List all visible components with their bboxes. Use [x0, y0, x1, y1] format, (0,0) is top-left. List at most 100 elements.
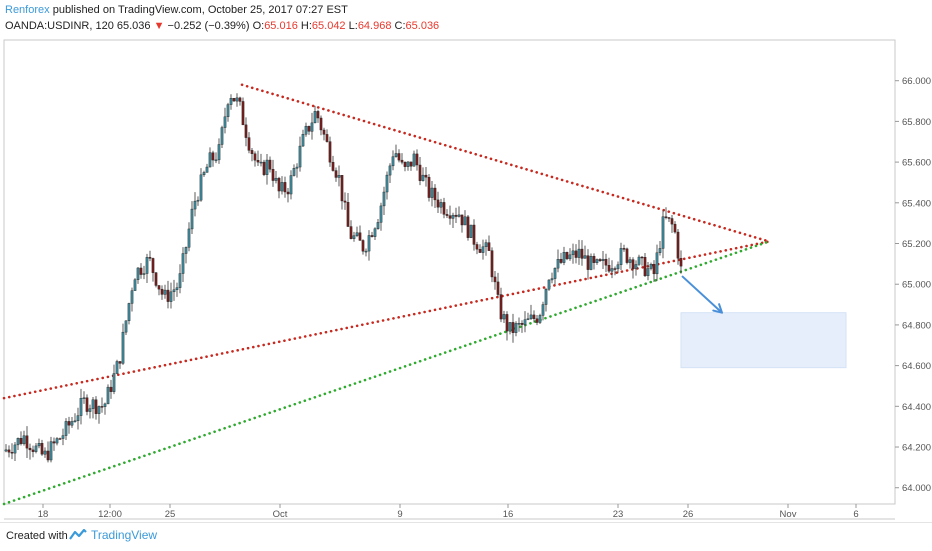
candle-body [274, 177, 278, 181]
candle-body [616, 264, 620, 270]
candle-body [226, 104, 230, 118]
candle-body [610, 268, 614, 272]
candle-body [364, 250, 368, 253]
candle-body [649, 264, 653, 269]
candle-body [208, 152, 212, 168]
tradingview-brand[interactable]: TradingView [69, 528, 157, 542]
open-label: O: [252, 20, 265, 32]
candle-body [358, 232, 362, 241]
y-tick-label: 65.600 [902, 158, 931, 169]
candle-body [385, 174, 389, 193]
candle-body [22, 435, 26, 445]
candle-body [88, 408, 92, 412]
candle-body [103, 403, 107, 407]
y-tick-label: 65.800 [902, 117, 931, 128]
candle-body [295, 166, 299, 169]
candle-body [631, 259, 635, 270]
symbol-name: OANDA:USDINR, 120 [5, 20, 114, 32]
candle-body [100, 406, 104, 408]
candle-body [403, 162, 407, 167]
candle-body [37, 443, 41, 447]
x-tick-label: 18 [38, 509, 49, 520]
candle-body [340, 175, 344, 202]
candle-body [673, 223, 677, 233]
candle-body [250, 150, 254, 154]
candle-body [67, 421, 71, 426]
candle-body [82, 397, 86, 399]
published-text: published on TradingView.com, October 25… [52, 4, 348, 16]
candle-body [550, 278, 554, 281]
candle-body [370, 235, 374, 237]
candle-body [598, 259, 602, 262]
candle-body [661, 216, 665, 249]
candle-body [544, 288, 548, 305]
candle-body [487, 242, 491, 251]
candle-body [541, 304, 545, 316]
candle-body [34, 445, 38, 452]
candle-body [484, 242, 488, 248]
candle-body [85, 397, 89, 412]
candle-body [652, 264, 656, 275]
candle-body [397, 153, 401, 161]
candle-body [505, 314, 509, 332]
candle-body [481, 246, 485, 253]
candle-body [61, 435, 65, 439]
candle-body [373, 228, 377, 237]
candle-body [52, 441, 56, 444]
candle-body [382, 191, 386, 207]
y-tick-label: 66.000 [902, 76, 931, 87]
trendline-lower [2, 240, 771, 506]
tradingview-brand-label: TradingView [91, 528, 158, 542]
candle-body [223, 116, 227, 128]
chart-area[interactable]: 64.000 64.200 64.400 64.600 64.800 65.000 65.2… [0, 37, 932, 522]
candle-body [367, 235, 371, 252]
candle-body [421, 174, 425, 181]
candle-body [391, 156, 395, 167]
candle-body [139, 267, 143, 275]
candle-body [343, 200, 347, 203]
candle-body [355, 232, 359, 236]
candle-body [676, 231, 680, 259]
candle-body [439, 202, 443, 208]
candle-body [337, 175, 341, 178]
candle-body [394, 153, 398, 157]
candle-body [7, 449, 11, 453]
candle-body [205, 166, 209, 173]
candle-body [13, 444, 17, 454]
low-label: L: [348, 20, 358, 32]
price-chart[interactable]: 64.000 64.200 64.400 64.600 64.800 65.000 65.2… [0, 37, 932, 522]
candle-body [58, 438, 62, 440]
candle-body [562, 252, 566, 263]
high-value: 65.042 [311, 20, 346, 32]
candle-body [517, 323, 521, 325]
arrow-head-icon [712, 303, 723, 314]
candle-body [217, 144, 221, 161]
candle-body [121, 331, 125, 364]
candle-body [172, 289, 176, 293]
candle-body [376, 222, 380, 229]
author-link[interactable]: Renforex [5, 4, 50, 16]
candle-body [553, 267, 557, 279]
candle-body [670, 218, 674, 225]
y-tick-label: 64.800 [902, 320, 931, 331]
candle-body [91, 399, 95, 409]
candle-body [424, 174, 428, 178]
candle-body [256, 160, 260, 163]
down-arrow-icon: ▼ [153, 20, 165, 32]
tradingview-logo-icon [69, 529, 87, 540]
candle-body [622, 248, 626, 250]
candle-body [643, 257, 647, 277]
candle-body [346, 202, 350, 227]
candle-body [145, 257, 149, 274]
y-tick-label: 65.000 [902, 280, 931, 291]
candle-body [466, 216, 470, 238]
candle-body [577, 248, 581, 258]
candle-body [547, 279, 551, 290]
candle-body [109, 386, 113, 392]
candle-body [538, 315, 542, 323]
candle-body [655, 252, 659, 275]
candle-body [592, 256, 596, 263]
candle-body [148, 257, 152, 259]
candle-body [211, 152, 215, 161]
candle-body [433, 187, 437, 201]
